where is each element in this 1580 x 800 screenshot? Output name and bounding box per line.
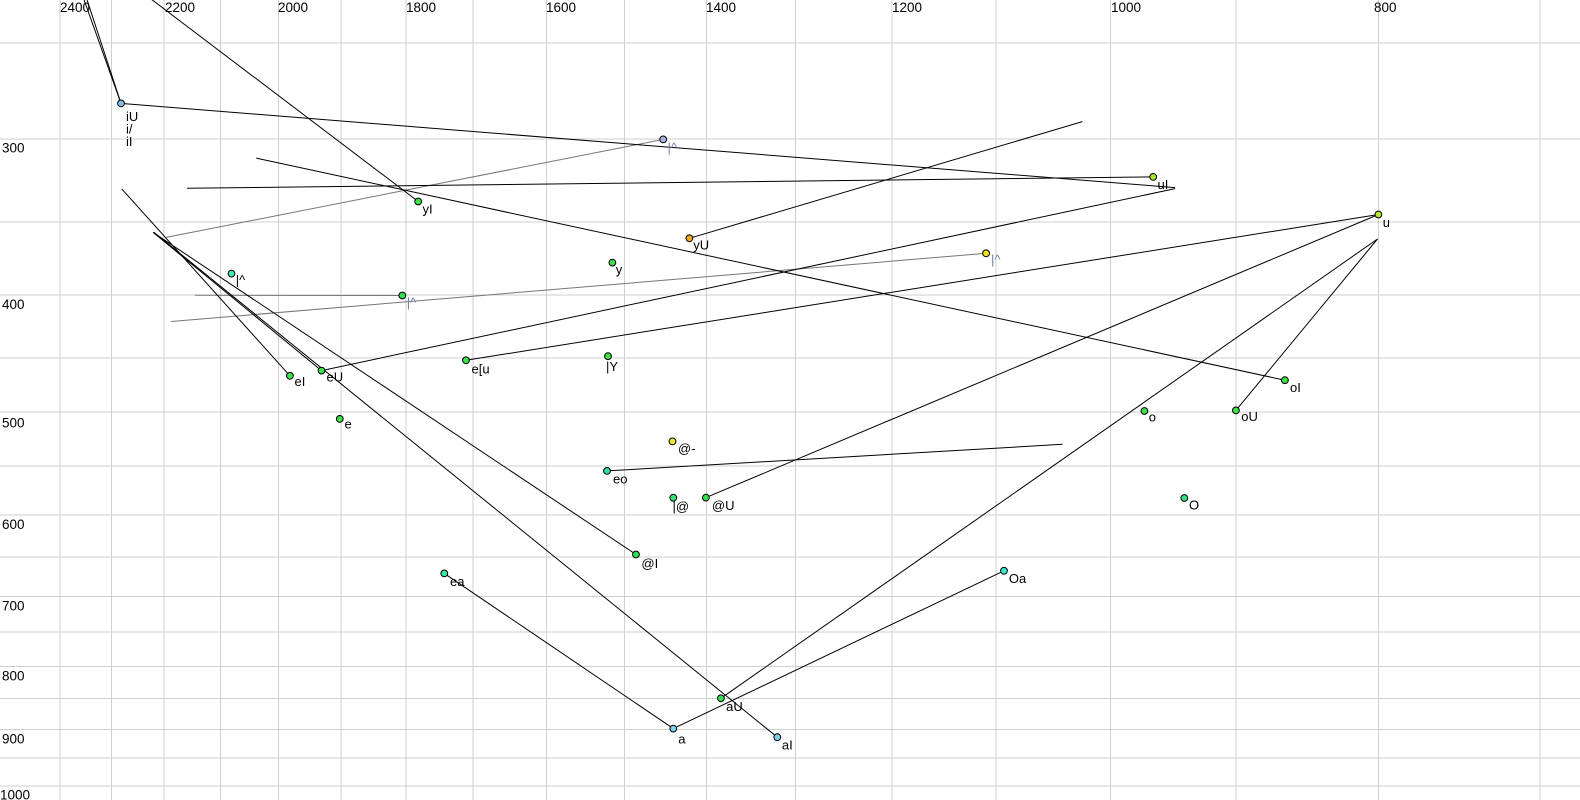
svg-text:1800: 1800	[406, 0, 436, 15]
svg-text:2400: 2400	[60, 0, 90, 15]
svg-text:yI: yI	[423, 202, 433, 217]
svg-text:@U: @U	[712, 498, 735, 513]
svg-text:400: 400	[2, 297, 25, 312]
svg-text:2000: 2000	[278, 0, 308, 15]
svg-text:700: 700	[2, 598, 25, 613]
svg-text:|^: |^	[407, 295, 417, 310]
svg-text:|@: |@	[673, 499, 690, 514]
svg-text:o: o	[1149, 409, 1156, 424]
svg-text:500: 500	[2, 415, 25, 430]
svg-text:800: 800	[2, 668, 25, 683]
svg-text:u: u	[1383, 215, 1390, 230]
svg-text:Oa: Oa	[1009, 571, 1027, 586]
svg-text:800: 800	[1374, 0, 1397, 15]
svg-text:y: y	[616, 262, 623, 277]
svg-text:ea: ea	[450, 574, 465, 589]
svg-text:|^: |^	[236, 273, 246, 288]
svg-text:eo: eo	[613, 472, 627, 487]
svg-text:900: 900	[2, 731, 25, 746]
svg-text:@I: @I	[641, 556, 658, 571]
svg-text:iI: iI	[126, 134, 133, 149]
svg-text:eU: eU	[327, 370, 344, 385]
svg-text:@-: @-	[678, 441, 696, 456]
svg-text:1400: 1400	[706, 0, 736, 15]
svg-text:1000: 1000	[0, 788, 30, 800]
svg-text:e[u: e[u	[472, 362, 490, 377]
svg-text:aI: aI	[782, 738, 793, 753]
svg-text:a: a	[678, 732, 686, 747]
svg-text:1200: 1200	[892, 0, 922, 15]
svg-text:1000: 1000	[1111, 0, 1141, 15]
svg-text:iU: iU	[126, 109, 138, 124]
svg-text:|^: |^	[991, 252, 1001, 267]
svg-text:e: e	[345, 417, 352, 432]
svg-text:oI: oI	[1290, 380, 1301, 395]
svg-text:aU: aU	[726, 699, 743, 714]
svg-text:1600: 1600	[546, 0, 576, 15]
svg-text:600: 600	[2, 517, 25, 532]
svg-text:300: 300	[2, 140, 25, 155]
svg-text:oU: oU	[1241, 409, 1258, 424]
svg-text:yU: yU	[693, 238, 709, 253]
svg-text:i/: i/	[126, 122, 133, 137]
svg-text:2200: 2200	[165, 0, 195, 15]
svg-text:uI: uI	[1158, 177, 1169, 192]
svg-text:|Y: |Y	[606, 359, 618, 374]
svg-text:O: O	[1189, 498, 1199, 513]
svg-text:|^: |^	[668, 140, 678, 155]
svg-text:eI: eI	[295, 374, 306, 389]
